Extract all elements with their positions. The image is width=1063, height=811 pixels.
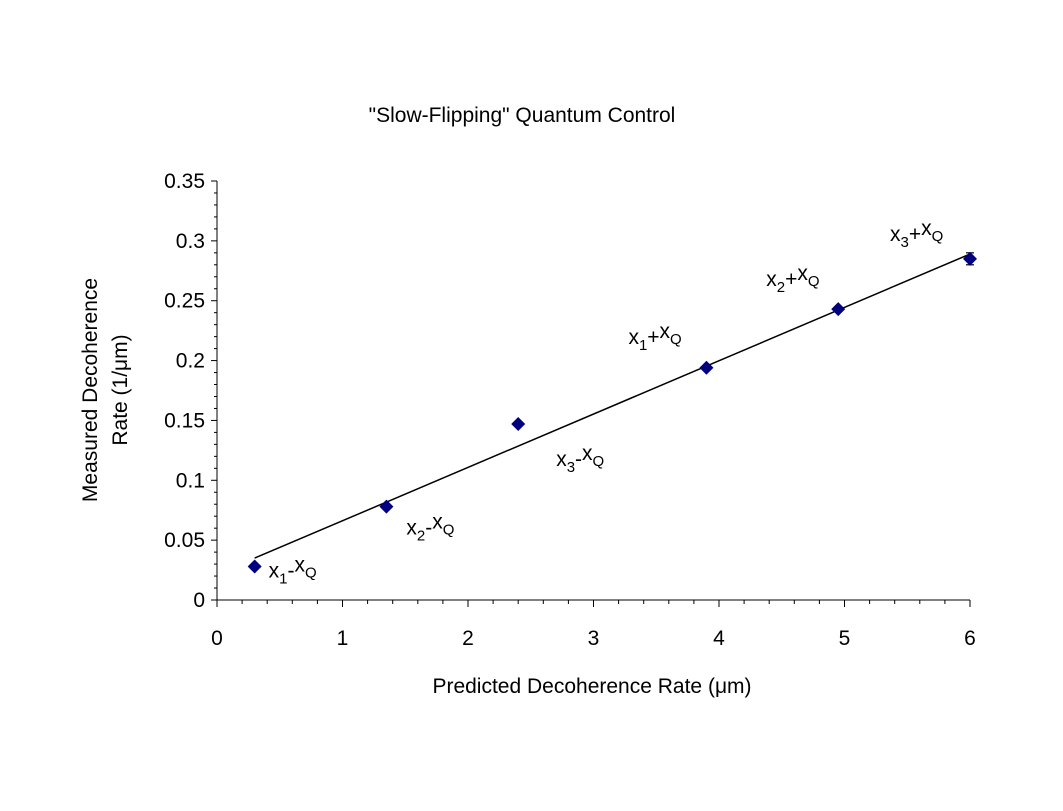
label-text: +: [647, 326, 659, 349]
label-text: -: [287, 559, 294, 582]
x-tick-label: 6: [964, 627, 976, 650]
label-subscript: Q: [443, 522, 455, 539]
label-text: x: [628, 326, 639, 349]
label-text: x: [797, 262, 808, 285]
y-tick-label: 0.15: [164, 409, 205, 432]
label-subscript: Q: [670, 331, 682, 348]
x-tick-label: 4: [713, 627, 725, 650]
label-subscript: 2: [777, 279, 785, 296]
x-tick-label: 2: [462, 627, 474, 650]
label-subscript: 1: [279, 570, 287, 587]
label-text: -: [575, 448, 582, 471]
y-tick-label: 0.2: [176, 350, 205, 373]
y-axis-label-line2: Rate (1/μm): [109, 334, 132, 445]
x-axis-label: Predicted Decoherence Rate (μm): [432, 675, 751, 698]
y-tick-label: 0.1: [176, 469, 205, 492]
x-tick-label: 5: [839, 627, 851, 650]
label-subscript: Q: [305, 564, 317, 581]
label-text: +: [909, 223, 921, 246]
x-tick-label: 1: [337, 627, 349, 650]
label-text: x: [660, 320, 671, 343]
label-text: x: [406, 517, 417, 540]
y-tick-label: 0.25: [164, 290, 205, 313]
chart-title: "Slow-Flipping" Quantum Control: [369, 104, 676, 127]
label-subscript: 1: [639, 337, 647, 354]
data-point: [699, 360, 714, 375]
data-point: [379, 499, 394, 514]
fit-line: [254, 253, 971, 559]
point-label: x1+xQ: [628, 320, 681, 354]
label-subscript: Q: [593, 453, 605, 470]
y-tick-label: 0.05: [164, 529, 205, 552]
data-point: [963, 251, 977, 266]
label-text: x: [582, 442, 593, 465]
label-subscript: Q: [808, 273, 820, 290]
y-tick-label: 0.3: [176, 230, 205, 253]
point-label: x2+xQ: [766, 262, 819, 296]
data-point: [831, 302, 846, 317]
data-point: [247, 559, 262, 574]
label-text: +: [785, 268, 797, 291]
x-tick-label: 0: [211, 627, 223, 650]
point-label: x2-xQ: [406, 511, 454, 545]
y-axis-label: Measured Decoherence Rate (1/μm): [79, 278, 132, 502]
axes: 0 0.05 0.1 0.15 0.2 0.25 0.3 0.35 0 1 2 3 4 5 6: [164, 170, 976, 650]
label-text: x: [294, 553, 305, 576]
y-tick-label: 0.35: [164, 170, 205, 193]
x-tick-label: 3: [588, 627, 600, 650]
label-subscript: 3: [567, 459, 575, 476]
data-point: [511, 417, 526, 432]
y-tick-label: 0: [193, 589, 205, 612]
fit-line-group: [254, 253, 971, 559]
label-text: x: [269, 559, 280, 582]
label-text: x: [432, 511, 443, 534]
label-subscript: 3: [901, 234, 909, 251]
label-text: -: [425, 517, 432, 540]
point-label: x1-xQ: [269, 553, 317, 587]
data-points: [247, 251, 977, 574]
y-axis-label-line1: Measured Decoherence: [79, 278, 102, 502]
label-subscript: 2: [417, 528, 425, 545]
label-subscript: Q: [932, 228, 944, 245]
label-text: x: [556, 448, 567, 471]
point-label: x3+xQ: [890, 217, 943, 251]
point-label: x3-xQ: [556, 442, 604, 476]
label-text: x: [766, 268, 777, 291]
label-text: x: [890, 223, 901, 246]
label-text: x: [921, 217, 932, 240]
